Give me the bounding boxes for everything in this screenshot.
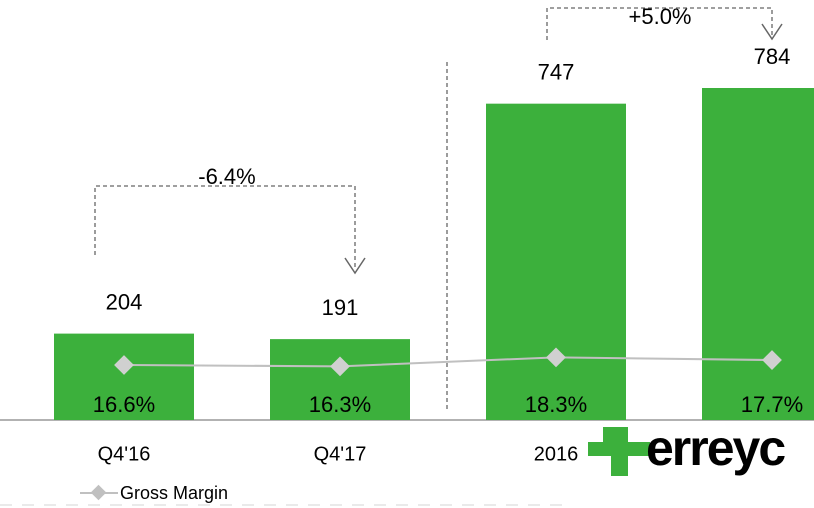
margin-label: 17.7% bbox=[741, 392, 803, 417]
bar bbox=[702, 88, 814, 420]
bar-value-label: 204 bbox=[106, 289, 143, 314]
x-tick-label: 2016 bbox=[534, 443, 579, 465]
legend-marker bbox=[90, 484, 107, 501]
legend-label: Gross Margin bbox=[120, 483, 228, 503]
margin-marker bbox=[762, 350, 782, 370]
bar bbox=[54, 333, 194, 420]
margin-marker bbox=[114, 355, 134, 375]
margin-label: 16.3% bbox=[309, 392, 371, 417]
logo-text: erreyc bbox=[646, 420, 785, 476]
logo-cross bbox=[588, 427, 650, 476]
margin-line bbox=[123, 356, 773, 368]
change-bracket bbox=[546, 7, 773, 40]
annotation: -6.4% bbox=[198, 164, 255, 189]
bar-value-label: 784 bbox=[754, 44, 791, 69]
x-tick-label: Q4'16 bbox=[98, 443, 151, 465]
margin-label: 16.6% bbox=[93, 392, 155, 417]
change-bracket bbox=[94, 185, 356, 270]
plot: 204 Q4'16 191 Q4'17 747 2016 784 16.6% 16.3% 18.3… bbox=[54, 44, 814, 465]
bar bbox=[270, 339, 410, 420]
x-tick-label: Q4'17 bbox=[314, 443, 367, 465]
bar-value-label: 747 bbox=[538, 59, 575, 84]
margin-label: 18.3% bbox=[525, 392, 587, 417]
bar bbox=[486, 103, 626, 420]
annotation: +5.0% bbox=[629, 4, 692, 29]
bar-value-label: 191 bbox=[322, 295, 359, 320]
arrow-head bbox=[344, 257, 366, 275]
arrow-head bbox=[761, 23, 783, 41]
margin-marker bbox=[546, 347, 566, 368]
margin-marker bbox=[330, 356, 350, 377]
